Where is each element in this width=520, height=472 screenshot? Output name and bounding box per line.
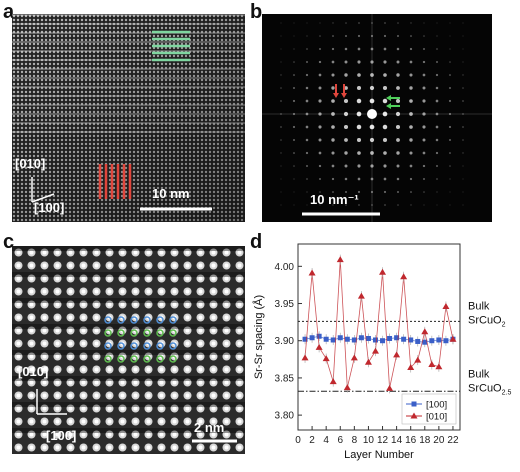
data-point-100 xyxy=(394,335,400,341)
data-point-100 xyxy=(415,338,421,344)
data-point-100 xyxy=(330,337,336,343)
haadf-image-panel-c: [010] [100] 2 nm xyxy=(12,246,245,454)
series-line xyxy=(304,335,454,343)
data-point-010 xyxy=(386,384,394,391)
series-line xyxy=(304,259,454,389)
lattice-image-c xyxy=(12,246,245,454)
data-point-010 xyxy=(336,256,344,263)
x-tick-label: 8 xyxy=(352,435,358,446)
legend-marker xyxy=(410,412,418,419)
data-point-100 xyxy=(316,333,322,339)
axis-label-100-a: [100] xyxy=(34,200,65,215)
data-point-100 xyxy=(351,337,357,343)
x-tick-label: 4 xyxy=(323,435,329,446)
panel-label-c: c xyxy=(3,231,15,253)
axis-label-010-c: [010] xyxy=(18,364,49,379)
plot-frame xyxy=(297,243,461,431)
y-tick-label: 3.90 xyxy=(275,336,295,347)
y-tick-label: 4.00 xyxy=(275,262,295,273)
data-point-010 xyxy=(442,302,450,309)
data-point-100 xyxy=(429,338,435,344)
data-point-010 xyxy=(435,363,443,370)
data-point-010 xyxy=(315,343,323,350)
x-tick-label: 18 xyxy=(419,435,431,446)
data-point-010 xyxy=(379,268,387,275)
panel-label-d: d xyxy=(250,231,263,253)
x-tick-label: 12 xyxy=(377,435,389,446)
atom-overlay-markers xyxy=(104,316,177,363)
reference-label: SrCuO2.5 xyxy=(468,382,511,396)
data-point-010 xyxy=(357,292,365,299)
data-point-010 xyxy=(364,358,372,365)
legend-label: [100] xyxy=(426,400,447,411)
axis-label-100-c: [100] xyxy=(46,428,77,443)
data-point-010 xyxy=(393,351,401,358)
hrtem-image-panel-a: [010] [100] 10 nm xyxy=(12,14,245,222)
sr-spacing-chart: Bulk SrCuO2 Bulk SrCuO2.5 0 2 4 6 8 10 12 14 16 18 20… xyxy=(252,243,511,461)
data-point-010 xyxy=(322,355,330,362)
data-point-010 xyxy=(421,328,429,335)
scale-bar-label-c: 2 nm xyxy=(194,420,225,435)
data-point-100 xyxy=(323,336,329,342)
data-point-100 xyxy=(387,335,393,341)
data-point-010 xyxy=(400,273,408,280)
data-point-100 xyxy=(372,337,378,343)
data-point-100 xyxy=(365,335,371,341)
data-point-100 xyxy=(436,337,442,343)
fft-pattern-image xyxy=(262,14,492,222)
x-tick-label: 16 xyxy=(405,435,417,446)
data-point-100 xyxy=(344,336,350,342)
green-arrow-markers xyxy=(152,30,190,62)
data-point-100 xyxy=(358,335,364,341)
reference-label: Bulk xyxy=(468,368,490,380)
x-tick-label: 6 xyxy=(337,435,343,446)
data-point-100 xyxy=(337,335,343,341)
x-tick-label: 14 xyxy=(391,435,403,446)
y-tick-label: 3.85 xyxy=(275,373,295,384)
axis-label-010-a: [010] xyxy=(15,156,46,171)
data-point-010 xyxy=(414,356,422,363)
scale-bar-label-b: 10 nm⁻¹ xyxy=(310,192,359,207)
data-point-010 xyxy=(449,335,457,342)
panel-label-b: b xyxy=(250,1,263,23)
y-tick-label: 3.80 xyxy=(275,411,295,422)
data-point-010 xyxy=(428,361,436,368)
legend-marker xyxy=(411,401,417,407)
data-point-010 xyxy=(407,364,415,371)
data-point-100 xyxy=(422,339,428,345)
scale-bar-label-a: 10 nm xyxy=(152,186,190,201)
legend-label: [010] xyxy=(426,412,447,423)
x-tick-label: 10 xyxy=(363,435,375,446)
data-point-100 xyxy=(309,335,315,341)
x-tick-label: 20 xyxy=(433,435,445,446)
reference-label: Bulk xyxy=(468,300,490,312)
fft-pattern-panel-b: 10 nm⁻¹ xyxy=(262,14,492,222)
x-tick-label: 0 xyxy=(295,435,301,446)
panel-label-a: a xyxy=(3,1,15,23)
reference-label: SrCuO2 xyxy=(468,314,506,328)
data-point-010 xyxy=(350,354,358,361)
y-tick-label: 3.95 xyxy=(275,299,295,310)
data-point-010 xyxy=(301,354,309,361)
data-point-100 xyxy=(443,338,449,344)
legend-box xyxy=(401,393,457,425)
data-point-100 xyxy=(408,337,414,343)
data-point-100 xyxy=(302,336,308,342)
x-tick-label: 2 xyxy=(309,435,315,446)
axis-arrow-horizontal-a xyxy=(31,193,55,203)
data-point-010 xyxy=(329,378,337,385)
x-axis-label: Layer Number xyxy=(344,449,414,461)
data-point-100 xyxy=(401,336,407,342)
data-point-010 xyxy=(343,384,351,391)
data-point-010 xyxy=(371,347,379,354)
lattice-image-a xyxy=(12,14,245,222)
x-tick-label: 22 xyxy=(447,435,459,446)
data-point-010 xyxy=(308,269,316,276)
y-axis-label: Sr-Sr spacing (Å) xyxy=(252,295,265,379)
red-line-markers xyxy=(98,164,132,199)
data-point-100 xyxy=(380,338,386,344)
